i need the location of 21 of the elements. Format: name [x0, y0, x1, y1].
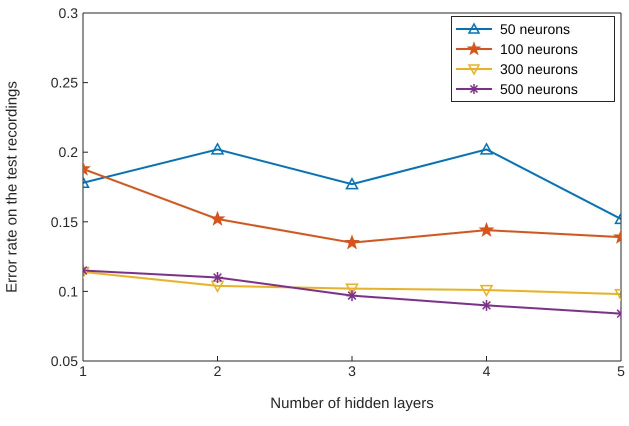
y-tick-label: 0.2: [58, 144, 78, 160]
x-tick-label: 5: [617, 362, 626, 379]
point: [346, 178, 358, 190]
legend-label: 300 neurons: [500, 61, 578, 77]
y-tick-label: 0.05: [50, 352, 78, 369]
x-tick-label: 2: [214, 362, 222, 379]
y-tick-label: 0.15: [50, 214, 78, 230]
point: [346, 289, 358, 302]
x-tick-label: 3: [348, 362, 356, 379]
legend-label: 500 neurons: [500, 81, 578, 97]
y-tick-label: 0.1: [58, 283, 78, 300]
legend-label: 100 neurons: [500, 41, 578, 57]
y-axis-title: Error rate on the test recordings: [3, 81, 20, 293]
point: [345, 236, 359, 248]
legend-label: 50 neurons: [500, 21, 570, 37]
x-tick-label: 4: [482, 362, 491, 379]
point: [346, 283, 358, 295]
y-tick-label: 0.3: [58, 4, 78, 21]
x-tick-label: 1: [79, 362, 88, 379]
y-tick-label: 0.25: [50, 74, 78, 91]
x-axis-title: Number of hidden layers: [270, 395, 434, 412]
